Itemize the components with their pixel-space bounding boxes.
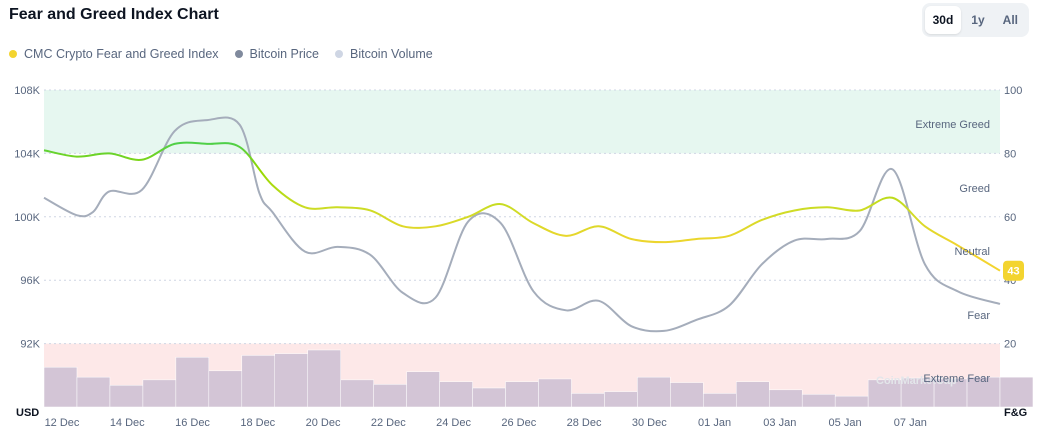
zone-label-neutral: Neutral [955,246,990,258]
volume-bar [505,381,539,408]
left-axis-tick: 104K [14,148,40,160]
volume-bar [142,379,177,408]
legend-item-bitcoin-volume[interactable]: Bitcoin Volume [335,47,433,61]
x-axis-tick: 05 Jan [829,417,862,429]
volume-bar [340,379,374,408]
zone-label-extreme-greed: Extreme Greed [915,119,990,131]
volume-bar [439,381,473,408]
left-axis-tick: 92K [20,339,40,351]
legend-item-fear-greed[interactable]: CMC Crypto Fear and Greed Index [9,47,219,61]
left-axis-tick: 108K [14,85,40,97]
legend-dot-bitcoin-volume [335,50,344,58]
volume-bar [274,353,308,408]
volume-bar [966,376,1001,408]
left-axis-unit: USD [16,407,39,419]
volume-bar [373,384,407,408]
legend-dot-bitcoin-price [234,50,243,58]
volume-bar [175,356,210,408]
volume-bar [834,395,869,408]
x-axis-tick: 22 Dec [371,417,406,429]
legend-dot-fear-greed [9,50,17,58]
x-axis-tick: 07 Jan [894,417,927,429]
right-axis-unit: F&G [1004,407,1027,419]
page-title: Fear and Greed Index Chart [9,6,219,23]
x-axis-tick: 03 Jan [763,417,796,429]
volume-bar [43,366,78,408]
volume-bar [406,371,440,408]
zone-label-greed: Greed [959,183,990,195]
volume-bar [571,393,605,408]
x-axis-tick: 30 Dec [632,417,667,429]
fear-greed-line [43,141,1001,272]
right-axis-tick: 20 [1004,339,1016,351]
watermark-logo: CoinMarketCap [876,375,957,387]
range-1y-button[interactable]: 1y [971,13,985,27]
legend-label-bitcoin-price: Bitcoin Price [249,47,320,61]
volume-bar [768,389,803,408]
legend-label-fear-greed: CMC Crypto Fear and Greed Index [24,47,219,61]
x-axis-tick: 18 Dec [240,417,275,429]
volume-bar [109,385,144,408]
volume-bar [76,376,111,408]
x-axis-tick: 24 Dec [436,417,471,429]
volume-bar [900,377,935,408]
volume-bar [208,370,243,408]
volume-bar [538,378,572,408]
x-axis-tick: 01 Jan [698,417,731,429]
volume-bar [472,387,506,408]
volume-bar [736,381,770,408]
chart-legend: CMC Crypto Fear and Greed Index Bitcoin … [9,47,433,61]
volume-bar [604,391,638,408]
volume-bar [637,376,671,408]
x-axis-tick: 14 Dec [110,417,145,429]
volume-bar [307,349,341,408]
right-axis-tick: 100 [1004,85,1022,97]
volume-bar [867,379,902,408]
x-axis-tick: 16 Dec [175,417,210,429]
bitcoin-price-line [43,116,1001,333]
right-axis-tick: 80 [1004,148,1016,160]
volume-bar [670,382,704,408]
zone-label-fear: Fear [967,310,990,322]
legend-label-bitcoin-volume: Bitcoin Volume [350,47,433,61]
x-axis-tick: 12 Dec [45,417,80,429]
volume-bar [999,376,1034,408]
volume-bar [801,394,836,408]
volume-bar [703,393,737,408]
range-30d-button[interactable]: 30d [924,6,962,34]
left-axis-tick: 96K [20,275,40,287]
volume-bar [241,355,276,408]
x-axis-tick: 26 Dec [501,417,536,429]
x-axis-tick: 28 Dec [567,417,602,429]
legend-item-bitcoin-price[interactable]: Bitcoin Price [234,47,320,61]
zone-label-extreme-fear: Extreme Fear [923,373,990,385]
right-axis-tick: 60 [1004,212,1016,224]
current-value-badge [1003,260,1024,281]
range-all-button[interactable]: All [1002,13,1018,27]
volume-bar [933,378,968,408]
x-axis-tick: 20 Dec [306,417,341,429]
current-value-label: 43 [1007,266,1019,278]
left-axis-tick: 100K [14,212,40,224]
time-range-selector: 30d 1y All [921,3,1029,37]
